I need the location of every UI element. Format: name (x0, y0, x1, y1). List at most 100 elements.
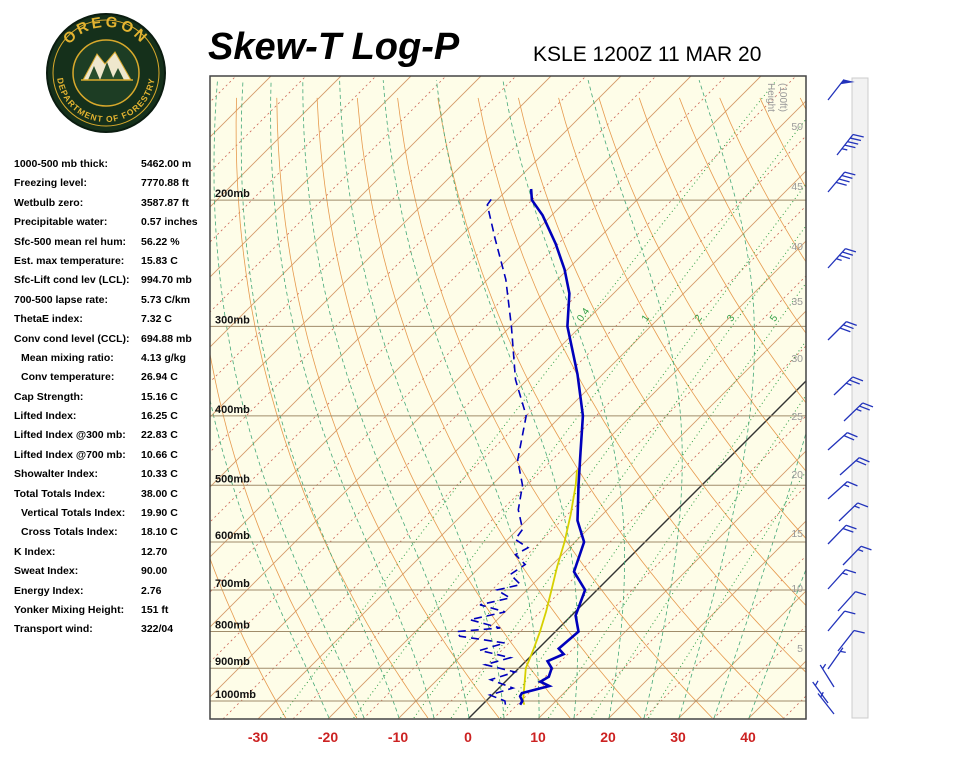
stat-row: K Index: 12.70 (14, 544, 219, 563)
stat-value: 90.00 (141, 565, 168, 578)
stat-value: 38.00 C (141, 487, 178, 500)
height-tick-label: 30 (791, 353, 803, 365)
height-axis-label-units: (100ft) (777, 83, 788, 112)
stat-row: Energy Index: 2.76 (14, 583, 219, 602)
stat-value: 15.83 C (141, 254, 178, 267)
height-axis-label: Height (765, 83, 776, 112)
wind-barb-icon (827, 610, 856, 632)
pressure-label: 900mb (215, 656, 250, 668)
stat-value: 0.57 inches (141, 216, 198, 229)
height-tick-label: 15 (791, 528, 803, 540)
stat-value: 151 ft (141, 603, 169, 616)
stat-row: Transport wind: 322/04 (14, 621, 219, 640)
stat-label: Total Totals Index: (14, 487, 106, 500)
height-tick-label: 35 (791, 296, 803, 308)
odf-logo: OREGON DEPARTMENT OF FORESTRY (45, 12, 167, 139)
wind-barb-icon (827, 524, 857, 545)
stat-label: Conv cond level (CCL): (14, 332, 130, 345)
stat-label: ThetaE index: (14, 313, 83, 326)
stat-value: 5.73 C/km (141, 293, 191, 306)
mixing-ratio-label: 2 (693, 313, 705, 324)
wind-barb-icon (817, 691, 835, 715)
stat-label: Showalter Index: (14, 468, 99, 481)
stat-label: Sfc-500 mean rel hum: (14, 235, 127, 248)
parcel-trace (522, 469, 578, 705)
pressure-label: 800mb (215, 620, 250, 632)
stat-label: Transport wind: (14, 623, 93, 636)
stat-value: 18.10 C (141, 526, 178, 539)
stat-value: 10.33 C (141, 468, 178, 481)
stat-label: Cross Totals Index: (21, 526, 118, 539)
temp-axis-label: 30 (670, 729, 686, 745)
stat-value: 994.70 mb (141, 274, 192, 287)
height-tick-label: 20 (791, 469, 803, 481)
stat-row: Conv cond level (CCL): 694.88 mb (14, 331, 219, 350)
wind-barb-icon (839, 457, 870, 476)
stat-value: 12.70 (141, 545, 168, 558)
stat-label: Cap Strength: (14, 390, 84, 403)
height-tick-label: 25 (791, 411, 803, 423)
stat-label: 700-500 lapse rate: (14, 293, 108, 306)
stat-value: 4.13 g/kg (141, 351, 186, 364)
pressure-label: 1000mb (215, 689, 256, 701)
page-title: Skew-T Log-P (208, 26, 460, 68)
wind-barb-icon (837, 591, 867, 612)
wind-barb-icon (827, 647, 846, 670)
stat-row: Lifted Index @300 mb: 22.83 C (14, 427, 219, 446)
height-tick-label: 5 (797, 643, 803, 655)
stat-row: Precipitable water: 0.57 inches (14, 214, 219, 233)
stat-label: Lifted Index @300 mb: (14, 429, 126, 442)
wind-barb-icon (827, 481, 858, 500)
stat-value: 5462.00 m (141, 158, 192, 170)
wind-barbs (812, 79, 874, 715)
stat-value: 7770.88 ft (141, 177, 189, 190)
stat-row: Wetbulb zero: 3587.87 ft (14, 195, 219, 214)
stat-label: Sweat Index: (14, 565, 79, 578)
temp-axis-label: 0 (464, 729, 472, 745)
wind-barb-icon (819, 663, 835, 688)
pressure-label: 500mb (215, 473, 250, 485)
stat-value: 7.32 C (141, 313, 172, 326)
stat-row: Lifted Index: 16.25 C (14, 408, 219, 427)
stat-label: Sfc-Lift cond lev (LCL): (14, 274, 130, 287)
stats-panel: 1000-500 mb thick: 5462.00 m Freezing leve… (14, 156, 219, 641)
logo-tree-icon (88, 66, 100, 80)
station-title: KSLE 1200Z 11 MAR 20 (533, 43, 762, 66)
stat-value: 26.94 C (141, 371, 178, 384)
mixing-ratio-label: 3 (725, 313, 737, 324)
stat-value: 694.88 mb (141, 332, 192, 345)
pressure-label: 700mb (215, 578, 250, 590)
stat-label: 1000-500 mb thick: (14, 158, 108, 170)
wind-barb-icon (836, 133, 864, 156)
stat-row: ThetaE index: 7.32 C (14, 311, 219, 330)
stat-label: Freezing level: (14, 177, 87, 190)
stat-value: 15.16 C (141, 390, 178, 403)
wind-barb-icon (843, 402, 874, 422)
temp-axis-label: 40 (740, 729, 756, 745)
stat-label: Lifted Index: (14, 410, 77, 423)
stat-value: 3587.87 ft (141, 196, 189, 209)
temp-axis-label: -30 (248, 729, 268, 745)
stat-row: Lifted Index @700 mb: 10.66 C (14, 447, 219, 466)
stat-label: Precipitable water: (14, 216, 108, 229)
pressure-label: 400mb (215, 404, 250, 416)
plot-background (210, 76, 806, 719)
stat-row: Vertical Totals Index: 19.90 C (14, 505, 219, 524)
logo-tree-icon (100, 62, 114, 80)
stat-row: Mean mixing ratio: 4.13 g/kg (14, 350, 219, 369)
temp-axis-label: 20 (600, 729, 616, 745)
logo-tree-icon (112, 68, 124, 80)
temperature-trace (518, 188, 587, 706)
stat-value: 19.90 C (141, 507, 178, 520)
temp-axis-label: -20 (318, 729, 338, 745)
mixing-ratio-label: 1 (640, 313, 652, 324)
mixing-ratio-label: 5 (768, 313, 780, 324)
grid-lines (210, 76, 806, 719)
height-tick-label: 10 (791, 583, 803, 595)
stat-row: Freezing level: 7770.88 ft (14, 175, 219, 194)
wind-barb-icon (842, 545, 872, 566)
stat-label: Vertical Totals Index: (21, 507, 126, 520)
wind-barb-icon (812, 680, 829, 704)
wind-barb-icon (827, 171, 856, 193)
temp-axis-label: -10 (388, 729, 408, 745)
